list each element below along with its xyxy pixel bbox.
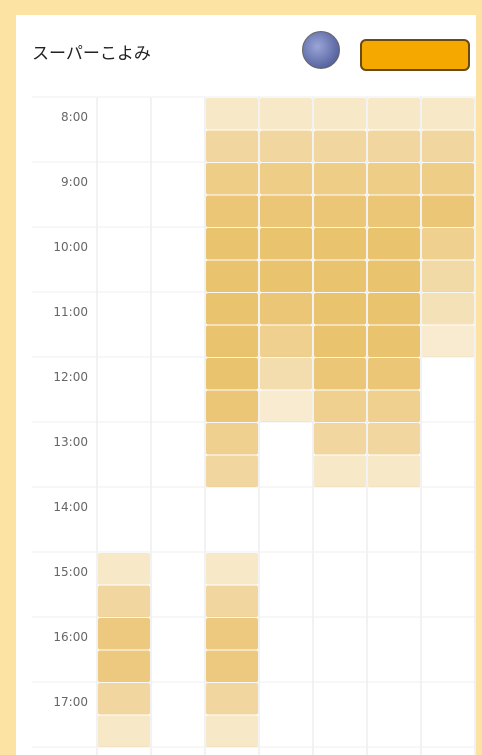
availability-cell [314, 325, 366, 357]
availability-cell [206, 715, 258, 747]
availability-cell [260, 163, 312, 195]
availability-cell [368, 293, 420, 325]
availability-cell [206, 455, 258, 487]
availability-cell [368, 228, 420, 260]
availability-cell [206, 130, 258, 162]
availability-cell [422, 325, 474, 357]
time-label: 10:00 [53, 240, 88, 254]
availability-cell [368, 390, 420, 422]
app-title: スーパーこよみ [32, 44, 151, 64]
availability-cell [260, 130, 312, 162]
availability-cell [206, 683, 258, 715]
availability-cell [422, 130, 474, 162]
availability-cell [314, 228, 366, 260]
availability-cell [368, 163, 420, 195]
availability-cell [368, 358, 420, 390]
availability-cell [260, 260, 312, 292]
availability-cell [422, 228, 474, 260]
availability-cell [206, 358, 258, 390]
availability-cell [314, 293, 366, 325]
availability-cell [98, 650, 150, 682]
availability-cell [314, 358, 366, 390]
availability-cell [314, 163, 366, 195]
availability-cell [206, 163, 258, 195]
availability-cell [368, 325, 420, 357]
availability-cell [422, 163, 474, 195]
time-label: 17:00 [53, 695, 88, 709]
availability-cell [206, 260, 258, 292]
availability-cell [314, 260, 366, 292]
availability-cell [368, 455, 420, 487]
time-label: 8:00 [61, 110, 88, 124]
availability-cell [422, 195, 474, 227]
time-label: 12:00 [53, 370, 88, 384]
time-label: 9:00 [61, 175, 88, 189]
time-label: 16:00 [53, 630, 88, 644]
availability-cell [368, 423, 420, 455]
availability-cell [206, 228, 258, 260]
availability-cell [368, 130, 420, 162]
availability-cell [260, 358, 312, 390]
availability-cell [206, 423, 258, 455]
availability-cell [422, 293, 474, 325]
time-label: 11:00 [53, 305, 88, 319]
availability-cell [422, 98, 474, 130]
time-grid: 8:00 9:00 10:00 11:00 12:00 13:00 14:00 15:00 16… [32, 96, 476, 755]
availability-cell [206, 650, 258, 682]
availability-cell [368, 98, 420, 130]
availability-cell [98, 553, 150, 585]
availability-cell [206, 98, 258, 130]
availability-cell [206, 195, 258, 227]
availability-cell [314, 390, 366, 422]
availability-cell [98, 585, 150, 617]
availability-cell [314, 195, 366, 227]
availability-cell [260, 195, 312, 227]
availability-cell [260, 98, 312, 130]
availability-cell [206, 585, 258, 617]
availability-cell [314, 455, 366, 487]
availability-cell [206, 293, 258, 325]
availability-cell [206, 618, 258, 650]
availability-cell [206, 390, 258, 422]
availability-cell [314, 130, 366, 162]
time-label: 15:00 [53, 565, 88, 579]
action-button[interactable] [360, 39, 470, 71]
availability-cell [206, 325, 258, 357]
user-avatar[interactable] [302, 31, 340, 69]
calendar-card: スーパーこよみ 8:00 9:00 10:00 11:00 12:00 13:00 14:0… [16, 15, 476, 755]
availability-cell [260, 293, 312, 325]
availability-cell [260, 325, 312, 357]
availability-cell [98, 683, 150, 715]
availability-cell [260, 390, 312, 422]
time-label: 13:00 [53, 435, 88, 449]
availability-cell [422, 260, 474, 292]
availability-cell [98, 715, 150, 747]
availability-cell [368, 260, 420, 292]
availability-cell [314, 423, 366, 455]
time-label: 14:00 [53, 500, 88, 514]
availability-cell [260, 228, 312, 260]
availability-cell [314, 98, 366, 130]
availability-cell [368, 195, 420, 227]
availability-cell [98, 618, 150, 650]
availability-cell [206, 553, 258, 585]
